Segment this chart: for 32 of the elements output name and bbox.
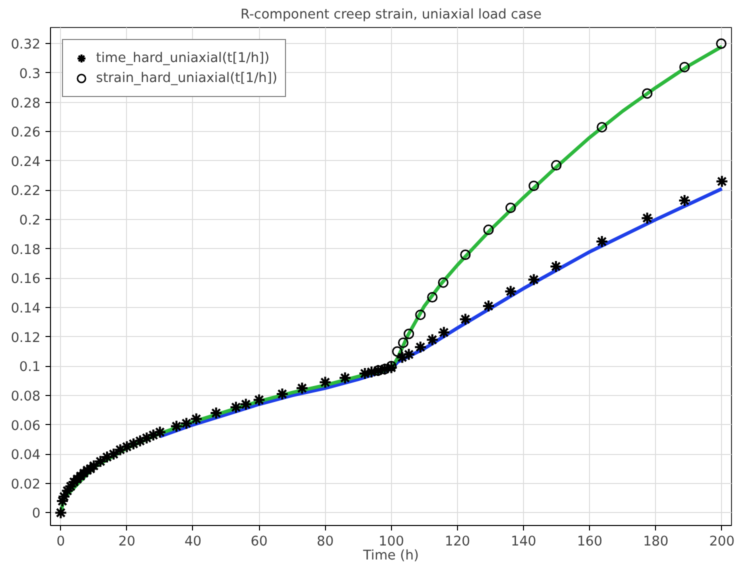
y-tick-label: 0.26 [10, 126, 41, 141]
x-tick-label: 100 [378, 534, 404, 550]
y-tick-label: 0.2 [19, 214, 41, 229]
y-tick-label: 0.24 [10, 154, 41, 170]
y-tick-label: 0 [32, 506, 41, 522]
x-tick-label: 160 [576, 534, 602, 550]
chart-title: R-component creep strain, uniaxial load case [240, 8, 542, 22]
y-tick-label: 0.1 [19, 360, 41, 376]
x-tick-label: 140 [510, 534, 536, 550]
x-tick-label: 200 [709, 534, 735, 550]
y-tick-label: 0.14 [10, 302, 41, 317]
y-tick-label: 0.18 [10, 242, 41, 258]
y-tick-label: 0.32 [10, 38, 41, 53]
legend-label: time_hard_uniaxial(t[1/h]) [96, 50, 270, 66]
y-tick-label: 0.04 [10, 448, 41, 464]
x-tick-label: 180 [643, 534, 669, 550]
y-tick-label: 0.22 [10, 184, 41, 200]
x-tick-label: 120 [444, 534, 470, 550]
legend-label: strain_hard_uniaxial(t[1/h]) [96, 70, 278, 86]
y-tick-label: 0.28 [10, 96, 41, 112]
x-tick-label: 40 [184, 534, 202, 550]
x-tick-label: 20 [118, 534, 136, 550]
x-tick-label: 80 [316, 534, 334, 550]
y-tick-label: 0.08 [10, 389, 41, 404]
x-axis-title: Time (h) [362, 548, 419, 564]
y-tick-label: 0.12 [10, 330, 41, 346]
x-tick-label: 60 [250, 534, 268, 550]
x-tick-label: 0 [56, 534, 65, 550]
y-tick-label: 0.16 [10, 272, 41, 288]
y-tick-label: 0.06 [10, 418, 41, 434]
y-tick-label: 0.02 [10, 477, 41, 492]
y-tick-label: 0.3 [19, 66, 41, 82]
